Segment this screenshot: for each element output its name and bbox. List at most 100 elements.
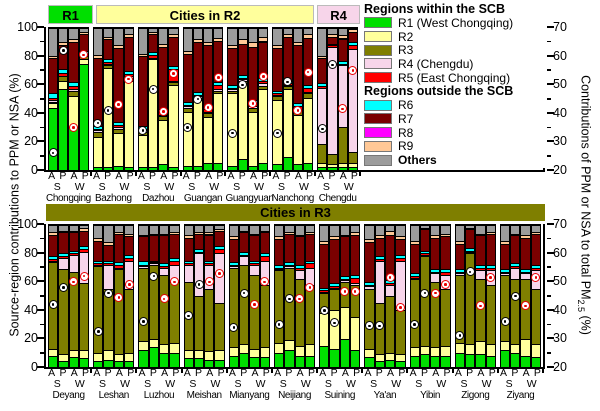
right-tick-label: 40	[553, 302, 567, 317]
bar-segment-R1	[69, 127, 78, 170]
bar-row	[227, 224, 272, 367]
bar-row	[136, 27, 181, 170]
legend-title-outside-scb: Regions outside the SCB	[364, 84, 514, 99]
bar-segment-R1	[303, 162, 313, 170]
stacked-bar	[454, 224, 465, 367]
bar-segment-R9	[240, 230, 249, 233]
bar-segment-R1	[159, 352, 169, 367]
city-group-chengdu: A P A P S W Chengdu	[315, 27, 360, 205]
bar-segment-R9	[273, 45, 282, 48]
bar-segment-R3	[260, 284, 269, 348]
legend-swatch-r4	[364, 58, 392, 70]
bar-segment-Others	[159, 28, 168, 44]
bar-segment-R5	[521, 271, 530, 274]
bar-segment-Others	[511, 225, 520, 234]
bar-segment-R5	[431, 271, 440, 274]
red-circle-marker	[204, 277, 214, 287]
axis-tick	[37, 54, 44, 57]
bar-segment-R9	[338, 35, 347, 39]
legend-item-r3: R3	[364, 43, 545, 57]
bar-segment-R7	[93, 57, 103, 127]
left-tick-label: 20	[24, 134, 38, 149]
bar-segment-R4	[420, 254, 430, 257]
bar-segment-Others	[204, 28, 213, 43]
city-separator-tick	[270, 367, 273, 373]
stacked-bar	[384, 224, 396, 367]
bar-segment-R3	[455, 274, 464, 343]
axis-tick	[547, 111, 554, 114]
bar-segment-R5	[125, 257, 134, 261]
city-group-meishan: A P A P S W Meishan	[182, 224, 227, 402]
bar-segment-R1	[500, 349, 510, 367]
stacked-bar	[302, 27, 314, 170]
bar-segment-R7	[338, 39, 347, 61]
bar-segment-R4	[338, 64, 347, 128]
red-circle-marker	[158, 107, 168, 117]
bar-segment-R9	[250, 233, 259, 235]
bar-segment-R6	[194, 249, 204, 253]
red-circle-marker	[293, 105, 303, 115]
city-group-deyang: A P A P S W Deyang	[46, 224, 91, 402]
bar-row	[408, 224, 453, 367]
bar-segment-R7	[159, 235, 169, 264]
stacked-bar	[530, 224, 542, 367]
stacked-bar	[92, 27, 104, 170]
bar-segment-R7	[303, 38, 313, 85]
bar-row	[315, 27, 360, 170]
bar-segment-R3	[125, 288, 134, 353]
header-cities-in-r3: Cities in R3	[46, 204, 545, 221]
axis-tick	[37, 169, 44, 171]
bar-row	[91, 27, 136, 170]
stacked-bar	[48, 224, 59, 367]
city-label: Chengdu	[318, 193, 357, 204]
bar-segment-R9	[194, 232, 204, 234]
stacked-bar	[192, 27, 204, 170]
bar-segment-R9	[410, 240, 419, 244]
bar-segment-R7	[318, 57, 327, 84]
bar-segment-R9	[124, 33, 133, 37]
bar-segment-Others	[295, 225, 304, 235]
black-circle-marker	[183, 122, 193, 132]
bar-segment-R3	[69, 90, 78, 97]
bar-segment-R2	[114, 133, 123, 166]
bar-segment-R7	[285, 233, 294, 262]
bar-segment-R6	[260, 253, 269, 257]
stacked-bar	[138, 224, 149, 367]
bar-segment-R2	[340, 307, 350, 339]
bar-segment-Others	[114, 28, 123, 46]
bar-segment-R5	[170, 260, 179, 265]
stacked-bar	[259, 224, 270, 367]
bar-segment-R4	[114, 127, 123, 129]
city-separator-tick	[90, 367, 93, 373]
bar-segment-R4	[69, 89, 78, 91]
bar-segment-R5	[104, 263, 113, 265]
bar-segment-R3	[79, 283, 89, 350]
bar-segment-R7	[184, 237, 193, 261]
bar-segment-R2	[375, 354, 384, 362]
axis-tick	[547, 54, 554, 57]
bar-segment-R2	[295, 345, 304, 356]
bar-segment-R7	[49, 235, 58, 257]
bar-segment-R6	[49, 93, 58, 98]
bar-segment-R4	[303, 91, 313, 94]
bar-segment-Others	[124, 28, 133, 34]
bar-segment-R4	[240, 256, 249, 265]
red-circle-marker	[249, 300, 259, 310]
bar-segment-R9	[500, 240, 510, 244]
bar-segment-R6	[455, 269, 464, 272]
bar-segment-Others	[228, 28, 237, 46]
stacked-bar	[294, 224, 305, 367]
bar-segment-R5	[303, 87, 313, 92]
red-circle-marker	[215, 268, 225, 278]
bar-segment-R4	[431, 273, 440, 282]
bar-segment-Others	[338, 28, 347, 36]
city-label: Guangan	[183, 193, 223, 204]
city-label: Zigong	[461, 390, 490, 401]
red-circle-marker	[305, 282, 315, 292]
axis-tick	[40, 352, 44, 354]
